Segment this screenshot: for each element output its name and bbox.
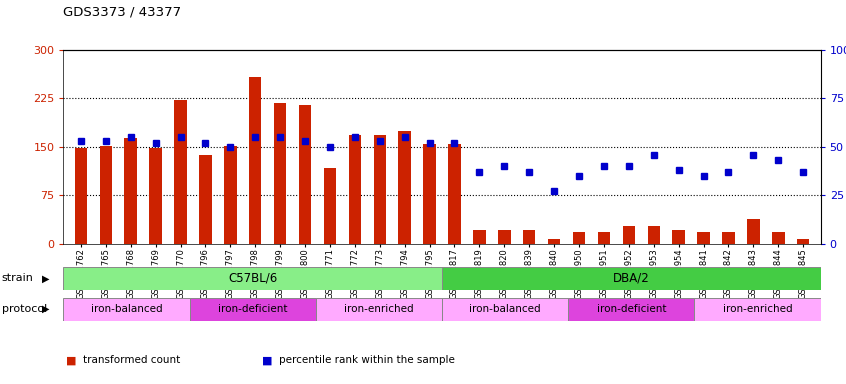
Bar <box>442 267 821 290</box>
Bar <box>63 267 442 290</box>
Text: protocol: protocol <box>2 304 47 314</box>
Bar <box>442 298 569 321</box>
Text: iron-enriched: iron-enriched <box>344 304 414 314</box>
Text: iron-balanced: iron-balanced <box>470 304 541 314</box>
Text: ■: ■ <box>262 355 272 365</box>
Bar <box>100 146 112 244</box>
Bar <box>74 148 87 244</box>
Bar <box>324 167 336 244</box>
Text: iron-enriched: iron-enriched <box>722 304 793 314</box>
Text: percentile rank within the sample: percentile rank within the sample <box>279 355 455 365</box>
Bar <box>573 232 585 244</box>
Text: ■: ■ <box>66 355 76 365</box>
Bar <box>797 239 810 244</box>
Bar <box>569 298 695 321</box>
Bar <box>647 226 660 244</box>
Bar <box>697 232 710 244</box>
Bar <box>695 298 821 321</box>
Bar <box>398 131 411 244</box>
Text: iron-balanced: iron-balanced <box>91 304 162 314</box>
Text: GDS3373 / 43377: GDS3373 / 43377 <box>63 6 182 19</box>
Bar <box>673 230 685 244</box>
Bar <box>598 232 610 244</box>
Bar <box>316 298 442 321</box>
Bar <box>274 103 286 244</box>
Text: ▶: ▶ <box>42 273 49 283</box>
Bar <box>473 230 486 244</box>
Bar <box>623 226 635 244</box>
Bar <box>548 239 560 244</box>
Bar <box>199 155 212 244</box>
Bar <box>349 135 361 244</box>
Bar <box>124 139 137 244</box>
Bar <box>523 230 536 244</box>
Bar <box>747 219 760 244</box>
Bar <box>423 144 436 244</box>
Text: C57BL/6: C57BL/6 <box>228 272 277 285</box>
Bar <box>150 148 162 244</box>
Text: iron-deficient: iron-deficient <box>596 304 666 314</box>
Text: iron-deficient: iron-deficient <box>218 304 288 314</box>
Bar <box>249 77 261 244</box>
Text: strain: strain <box>2 273 34 283</box>
Bar <box>374 135 386 244</box>
Bar <box>772 232 784 244</box>
Bar <box>498 230 510 244</box>
Bar <box>448 144 461 244</box>
Bar <box>174 100 187 244</box>
Text: DBA/2: DBA/2 <box>613 272 650 285</box>
Bar <box>299 105 311 244</box>
Bar <box>224 146 237 244</box>
Text: ▶: ▶ <box>42 304 49 314</box>
Bar <box>722 232 734 244</box>
Bar <box>63 298 190 321</box>
Bar <box>190 298 316 321</box>
Text: transformed count: transformed count <box>83 355 180 365</box>
